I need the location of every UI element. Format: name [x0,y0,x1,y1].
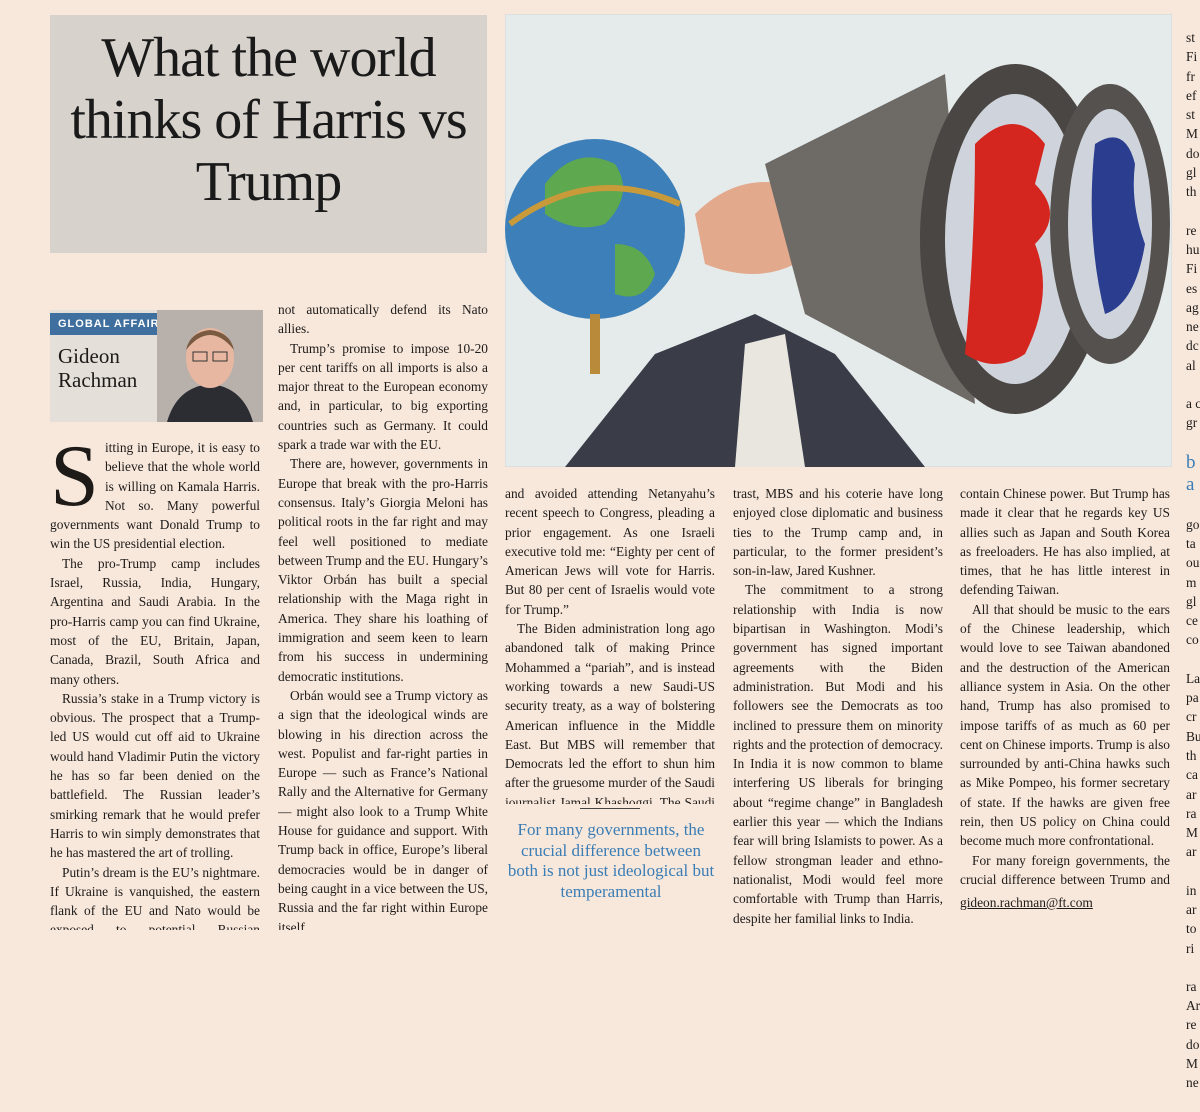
fragment: ar [1186,901,1197,917]
fragment-group: a c gr [1186,394,1200,433]
quote-rule [580,808,640,809]
fragment: al [1186,357,1196,373]
paragraph: itting in Europe, it is easy to believe … [50,440,260,552]
fragment: Fi [1186,49,1198,65]
fragment: st [1186,107,1195,123]
fragment: st [1186,30,1195,45]
paragraph: contain Chinese power. But Trump has mad… [960,486,1170,598]
fragment-group: in ar to ri [1186,881,1200,958]
fragment: M [1186,825,1198,841]
fragment: cr [1186,709,1197,725]
fragment: in [1186,882,1197,898]
fragment: b [1186,451,1196,473]
column-4: trast, MBS and his coterie have long enj… [733,484,943,930]
paragraph: The pro-Trump camp includes Israel, Russ… [50,555,260,687]
fragment: dc [1186,338,1199,354]
paragraph: For many foreign governments, the crucia… [960,852,1170,884]
paragraph: There are, however, governments in Europ… [278,456,488,684]
fragment: gl [1186,165,1197,181]
fragment: Bu [1186,728,1200,744]
drop-cap: S [50,438,99,525]
fragment: ce [1186,613,1198,629]
fragment: hu [1186,241,1200,257]
paragraph: Trump’s promise to impose 10-20 per cent… [278,340,488,453]
column-2: not automatically defend its Nato allies… [278,300,488,930]
column-3: and avoided attending Netanyahu’s recent… [505,484,715,804]
fragment: a c [1186,396,1200,412]
fragment: ta [1186,535,1196,551]
fragment: gl [1186,593,1197,609]
fragment: ne [1186,1075,1199,1091]
paragraph: and avoided attending Netanyahu’s recent… [505,486,715,617]
fragment: M [1186,1056,1198,1072]
fragment: pa [1186,690,1199,706]
headline-box: What the world thinks of Harris vs Trump [50,15,487,253]
fragment-group: re hu Fi es ag ne dc al [1186,221,1200,375]
fragment: Ar [1186,998,1200,1014]
paragraph: All that should be music to the ears of … [960,601,1170,849]
paragraph: Russia’s stake in a Trump victory is obv… [50,690,260,861]
page: What the world thinks of Harris vs Trump… [50,14,1200,1091]
fragment: ag [1186,299,1199,315]
byline-box: GLOBAL AFFAIRS Gideon Rachman [50,310,263,422]
fragment-group: go ta ou m gl ce co [1186,515,1200,650]
fragment: ra [1186,805,1197,821]
fragment: th [1186,184,1197,200]
fragment: ra [1186,978,1197,994]
fragment: to [1186,921,1197,937]
paragraph: not automatically defend its Nato allies… [278,302,488,337]
paragraph: Orbán would see a Trump victory as a sig… [278,687,488,930]
fragment: go [1186,516,1200,532]
fragment: ar [1186,844,1197,860]
fragment: La [1186,670,1200,686]
column-5: contain Chinese power. But Trump has mad… [960,484,1170,884]
headline: What the world thinks of Harris vs Trump [70,27,467,213]
pull-quote: For many governments, the crucial differ… [507,820,715,901]
fragment: do [1186,1036,1200,1052]
author-last-name: Rachman [58,368,138,392]
fragment: gr [1186,415,1198,431]
fragment: Fi [1186,261,1198,277]
column-1: S itting in Europe, it is easy to believ… [50,438,260,930]
fragment: ri [1186,940,1195,956]
page-body: What the world thinks of Harris vs Trump… [50,14,1200,1091]
paragraph: The Biden administration long ago abando… [505,621,715,804]
fragment: ar [1186,786,1197,802]
fragment: es [1186,280,1198,296]
paragraph: In east Asia, however, America’s allies … [733,928,943,931]
author-photo [157,310,263,422]
fragment: a [1186,473,1195,495]
fragment: ne [1186,319,1199,335]
author-first-name: Gideon [58,344,120,368]
fragment: th [1186,747,1197,763]
fragment: re [1186,222,1197,238]
paragraph: Putin’s dream is the EU’s nightmare. If … [50,864,260,930]
fragment: ef [1186,87,1197,103]
illustration [505,14,1172,467]
fragment: M [1186,126,1198,142]
fragment: ca [1186,767,1198,783]
fragment: do [1186,145,1200,161]
author-email[interactable]: gideon.rachman@ft.com [960,895,1093,910]
paragraph: trast, MBS and his coterie have long enj… [733,486,943,579]
fragment: m [1186,574,1197,590]
paragraph: The commitment to a strong relationship … [733,582,943,926]
fragment: re [1186,1017,1197,1033]
fragment: ou [1186,555,1200,571]
fragment: fr [1186,68,1195,84]
section-label: GLOBAL AFFAIRS [50,313,180,335]
fragment: co [1186,632,1199,648]
